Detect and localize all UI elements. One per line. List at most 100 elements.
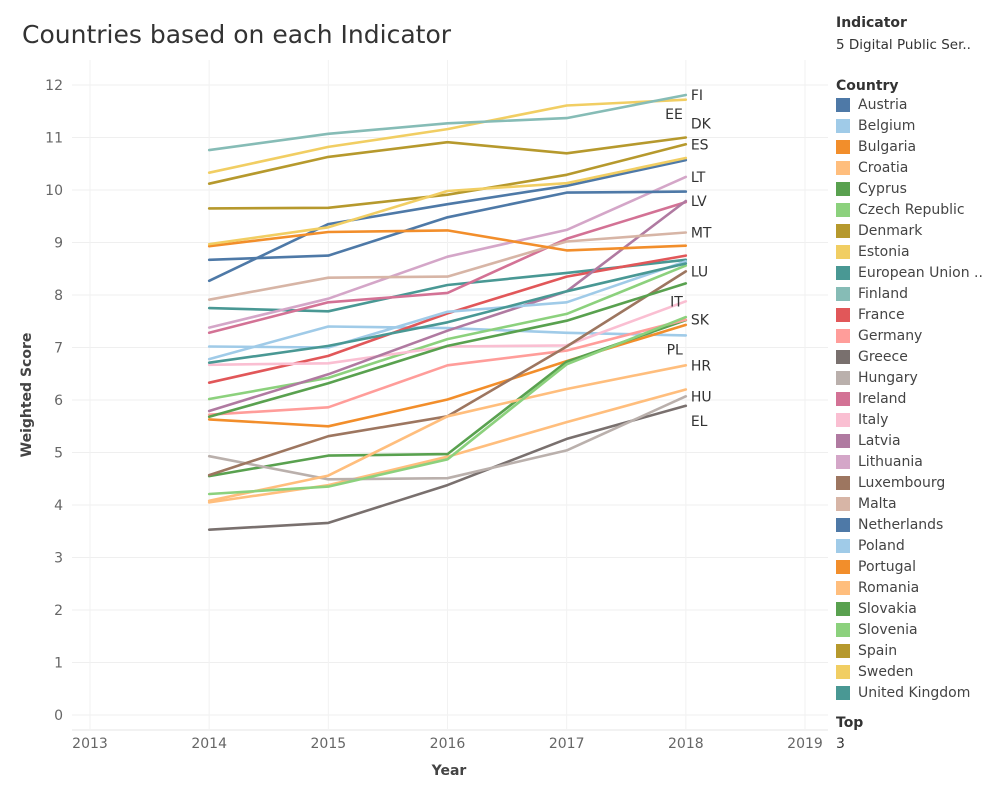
legend-swatch	[836, 665, 850, 679]
legend-item[interactable]: Slovenia	[836, 621, 983, 639]
x-tick-label: 2016	[430, 736, 466, 752]
legend-item[interactable]: Slovakia	[836, 600, 983, 618]
series-line-finland[interactable]	[207, 93, 688, 152]
legend-item[interactable]: Luxembourg	[836, 474, 983, 492]
legend-item[interactable]: Netherlands	[836, 516, 983, 534]
line-end-label: EL	[691, 414, 708, 430]
line-end-label: MT	[691, 226, 712, 242]
legend-item[interactable]: Finland	[836, 285, 983, 303]
series-line-malta[interactable]	[207, 231, 688, 302]
legend-swatch	[836, 623, 850, 637]
legend-label: Denmark	[858, 223, 923, 239]
series-line-spain[interactable]	[207, 143, 688, 210]
series-line-greece[interactable]	[207, 404, 688, 532]
legend-item[interactable]: Lithuania	[836, 453, 983, 471]
line-end-label: HU	[691, 389, 712, 405]
legend-item[interactable]: Belgium	[836, 117, 983, 135]
series-line-united-kingdom[interactable]	[207, 262, 688, 365]
legend-label: Poland	[858, 538, 905, 554]
legend-label: Germany	[858, 328, 923, 344]
legend-item[interactable]: Czech Republic	[836, 201, 983, 219]
legend-swatch	[836, 224, 850, 238]
legend-label: United Kingdom	[858, 685, 971, 701]
legend-label: Croatia	[858, 160, 909, 176]
line-end-label: LU	[691, 264, 708, 280]
legend-swatch	[836, 119, 850, 133]
legend-swatch	[836, 476, 850, 490]
series-line-denmark[interactable]	[207, 136, 688, 185]
series-line-slovakia[interactable]	[207, 282, 688, 419]
legend-item[interactable]: Sweden	[836, 663, 983, 681]
legend-item[interactable]: Spain	[836, 642, 983, 660]
series-line-estonia[interactable]	[207, 98, 688, 174]
x-tick-label: 2013	[72, 736, 108, 752]
legend-swatch	[836, 287, 850, 301]
indicator-filter-label: Indicator	[836, 15, 907, 31]
series-line-germany[interactable]	[207, 318, 688, 417]
legend-label: Slovakia	[858, 601, 917, 617]
series-line-czech-republic[interactable]	[207, 264, 688, 401]
legend-item[interactable]: Hungary	[836, 369, 983, 387]
line-end-label: EE	[665, 107, 683, 123]
legend-item[interactable]: Austria	[836, 96, 983, 114]
legend-label: France	[858, 307, 905, 323]
legend-item[interactable]: Germany	[836, 327, 983, 345]
series-line-romania[interactable]	[207, 363, 688, 503]
series-line-netherlands[interactable]	[207, 190, 688, 262]
legend-swatch	[836, 308, 850, 322]
series-line-poland[interactable]	[207, 260, 688, 349]
legend-item[interactable]: Cyprus	[836, 180, 983, 198]
top-filter-label: Top	[836, 715, 864, 731]
legend-item[interactable]: Malta	[836, 495, 983, 513]
x-tick-label: 2014	[191, 736, 227, 752]
legend-item[interactable]: Greece	[836, 348, 983, 366]
legend-swatch	[836, 455, 850, 469]
series-line-hungary[interactable]	[207, 394, 688, 481]
series-line-sweden[interactable]	[207, 156, 688, 246]
series-line-ireland[interactable]	[207, 200, 688, 335]
legend-item[interactable]: Estonia	[836, 243, 983, 261]
line-end-label: HR	[691, 358, 712, 374]
legend-swatch	[836, 203, 850, 217]
legend-item[interactable]: France	[836, 306, 983, 324]
legend-swatch	[836, 413, 850, 427]
series-line-lithuania[interactable]	[207, 175, 688, 329]
grid-lines	[72, 60, 828, 731]
legend-label: European Union ..	[858, 265, 983, 281]
legend-swatch	[836, 161, 850, 175]
series-line-croatia[interactable]	[207, 388, 688, 504]
series-line-portugal[interactable]	[207, 229, 688, 252]
x-axis-label: Year	[431, 763, 467, 779]
legend-item[interactable]: Ireland	[836, 390, 983, 408]
series-line-belgium[interactable]	[207, 325, 688, 361]
series-line-latvia[interactable]	[207, 199, 688, 413]
legend-label: Latvia	[858, 433, 901, 449]
legend-swatch	[836, 602, 850, 616]
line-end-label: DK	[691, 116, 712, 132]
y-tick-label: 9	[54, 236, 63, 252]
line-end-label: LV	[691, 194, 707, 210]
chart-title: Countries based on each Indicator	[22, 20, 452, 49]
legend-label: Hungary	[858, 370, 918, 386]
y-tick-label: 0	[54, 708, 63, 724]
legend-item[interactable]: Latvia	[836, 432, 983, 450]
legend-item[interactable]: United Kingdom	[836, 684, 983, 702]
legend-label: Bulgaria	[858, 139, 917, 155]
legend-swatch	[836, 266, 850, 280]
y-axis-label: Weighted Score	[19, 333, 35, 458]
line-end-label: LT	[691, 170, 706, 186]
legend-item[interactable]: Bulgaria	[836, 138, 983, 156]
legend-item[interactable]: Croatia	[836, 159, 983, 177]
top-filter-value[interactable]: 3	[836, 736, 845, 752]
legend-item[interactable]: Denmark	[836, 222, 983, 240]
series-line-slovenia[interactable]	[207, 315, 688, 496]
legend-item[interactable]: Italy	[836, 411, 983, 429]
legend-label: Lithuania	[858, 454, 923, 470]
series-line-austria[interactable]	[207, 158, 688, 283]
legend-item[interactable]: Romania	[836, 579, 983, 597]
indicator-filter-dropdown[interactable]: 5 Digital Public Ser..	[836, 37, 971, 53]
legend-item[interactable]: Poland	[836, 537, 983, 555]
legend-item[interactable]: Portugal	[836, 558, 983, 576]
legend-swatch	[836, 245, 850, 259]
legend-item[interactable]: European Union ..	[836, 264, 983, 282]
